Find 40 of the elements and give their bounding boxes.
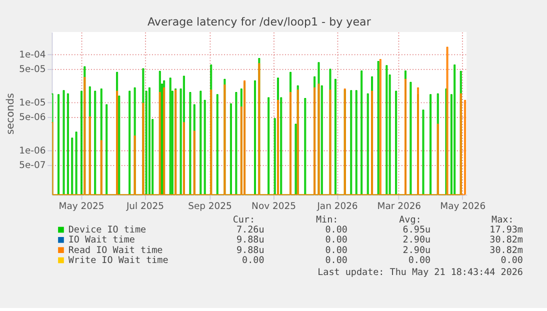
text: 0.00 [325, 234, 348, 246]
text: Cur: [232, 214, 256, 226]
legend-label: Device IO time [68, 224, 146, 236]
text: Avg: [399, 214, 422, 226]
y-axis-title: seconds [6, 93, 17, 135]
x-tick-label: May 2026 [440, 200, 486, 212]
text: 0.00 [325, 244, 348, 256]
text: 2.90u [402, 234, 431, 246]
x-tick-label: Nov 2025 [252, 200, 296, 212]
y-tick-label: 5e-05 [19, 64, 46, 75]
y-tick-label: 1e-05 [19, 98, 46, 109]
x-tick-label: Sep 2025 [188, 200, 232, 212]
text: 30.82m [490, 234, 524, 246]
text: 0.00 [408, 255, 431, 266]
legend-label: Write IO Wait time [68, 255, 168, 266]
x-tick-label: May 2025 [58, 200, 104, 212]
chart-title: Average latency for /dev/loop1 - by year [147, 16, 372, 29]
x-tick-label: Mar 2026 [377, 200, 422, 212]
x-tick-label: Jan 2026 [316, 200, 358, 212]
text: 0.00 [242, 255, 264, 266]
text: Max: [492, 214, 514, 226]
text: 9.88u [236, 244, 264, 256]
text: 30.82m [490, 244, 524, 256]
y-tick-label: 1e-04 [19, 49, 46, 60]
text: 6.95u [402, 224, 431, 236]
text: Last update: Thu May 21 18:43:44 2026 [318, 267, 523, 278]
text: 2.90u [402, 244, 431, 256]
y-tick-label: 1e-06 [19, 146, 46, 157]
legend-label: Read IO Wait time [68, 244, 163, 256]
text: 0.00 [325, 224, 348, 236]
text: 0.00 [500, 255, 523, 266]
x-tick-label: Jul 2025 [125, 200, 164, 212]
text: 0.00 [325, 255, 348, 266]
text: 9.88u [236, 234, 264, 246]
text: 17.93m [490, 224, 524, 236]
y-tick-label: 5e-06 [19, 112, 46, 124]
text: 7.26u [236, 224, 264, 236]
y-tick-label: 5e-07 [19, 160, 46, 172]
text: Min: [316, 214, 338, 226]
legend-label: IO Wait time [68, 234, 135, 246]
